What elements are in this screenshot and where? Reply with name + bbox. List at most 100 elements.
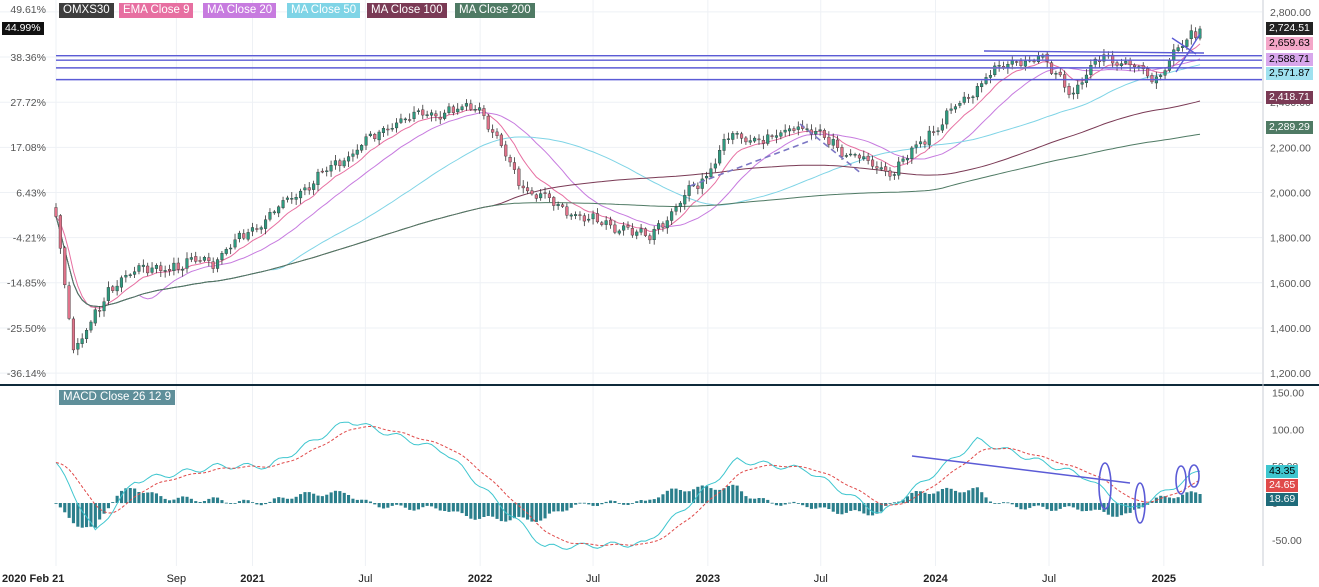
- candle-body: [936, 130, 940, 132]
- candle-body: [897, 161, 901, 176]
- candle-body: [1084, 74, 1088, 84]
- candle-body: [971, 96, 975, 99]
- candle-body: [1167, 59, 1171, 71]
- legend-tag[interactable]: OMXS30: [59, 3, 114, 18]
- candle-body: [923, 141, 927, 145]
- candle-body: [412, 111, 416, 119]
- candle-body: [159, 265, 163, 272]
- candle-body: [451, 106, 455, 113]
- candle-body: [1159, 75, 1163, 77]
- right-tick-label: 1,200.00: [1270, 368, 1311, 380]
- macd-histogram-bar: [993, 503, 997, 504]
- candle-body: [1045, 53, 1049, 62]
- candle-body: [1036, 56, 1040, 63]
- candle-body: [722, 138, 726, 151]
- candle-body: [1145, 68, 1150, 77]
- candle-body: [194, 256, 198, 262]
- macd-histogram-bar: [168, 500, 172, 504]
- macd-histogram-bar: [71, 503, 75, 524]
- price-label: 2,418.71: [1266, 91, 1313, 104]
- macd-histogram-bar: [443, 503, 447, 511]
- macd-histogram-bar: [421, 503, 425, 508]
- candle-body: [434, 113, 438, 117]
- candle-body: [639, 228, 643, 233]
- candle-body: [582, 215, 586, 222]
- macd-histogram-bar: [106, 503, 110, 509]
- candle-body: [1058, 71, 1062, 76]
- macd-histogram-bar: [189, 498, 193, 503]
- macd-histogram-bar: [229, 503, 233, 504]
- macd-histogram-bar: [630, 503, 634, 504]
- candle-body: [984, 77, 988, 84]
- candle-body: [617, 230, 621, 234]
- candle-body: [67, 285, 71, 319]
- candle-body: [220, 252, 224, 261]
- candle-body: [368, 133, 372, 136]
- macd-histogram-bar: [390, 503, 394, 506]
- macd-histogram-bar: [246, 500, 250, 504]
- candle-body: [919, 141, 923, 145]
- candle-body: [857, 154, 861, 159]
- macd-histogram-bar: [901, 499, 905, 504]
- macd-histogram-bar: [242, 499, 246, 504]
- candle-body: [84, 330, 89, 340]
- macd-histogram-bar: [1045, 503, 1049, 510]
- candle-body: [569, 214, 573, 217]
- candle-body: [508, 156, 512, 163]
- candle-body: [1124, 61, 1128, 64]
- macd-value-label: 18.69: [1266, 493, 1299, 506]
- candle-body: [351, 153, 355, 157]
- candle-body: [945, 110, 949, 125]
- candle-body: [1054, 72, 1058, 75]
- candle-body: [783, 129, 787, 133]
- candle-body: [1176, 47, 1180, 51]
- macd-histogram-bar: [591, 503, 595, 506]
- candle-body: [940, 124, 944, 131]
- macd-histogram-bar: [307, 492, 311, 503]
- candle-body: [875, 166, 879, 169]
- candle-body: [1063, 74, 1067, 88]
- legend-tag[interactable]: EMA Close 9: [119, 3, 194, 18]
- macd-histogram-bar: [975, 487, 979, 504]
- legend-tag[interactable]: MA Close 50: [287, 3, 361, 18]
- candle-body: [111, 286, 115, 291]
- candle-body: [1093, 58, 1097, 65]
- trendline-drawings: [56, 33, 1262, 187]
- macd-histogram-bar: [294, 496, 298, 503]
- macd-histogram-bar: [382, 503, 386, 509]
- legend-tag[interactable]: MA Close 20: [203, 3, 277, 18]
- candle-body: [482, 108, 486, 116]
- macd-histogram-bar: [766, 499, 770, 503]
- macd-histogram-bar: [670, 488, 674, 503]
- highlight-ellipse: [1175, 465, 1187, 495]
- legend-tag[interactable]: MA Close 100: [367, 3, 447, 18]
- legend-tag[interactable]: MA Close 200: [455, 3, 535, 18]
- left-tick-label: 6.43%: [16, 187, 46, 199]
- candle-body: [1198, 28, 1202, 39]
- left-tick-label: -36.14%: [7, 368, 46, 380]
- x-tick-label: Jul: [1042, 573, 1056, 585]
- candle-body: [1102, 54, 1106, 62]
- macd-histogram-bar: [1115, 503, 1119, 517]
- candle-body: [967, 97, 971, 99]
- candle-body: [700, 178, 704, 189]
- macd-histogram-bar: [403, 503, 407, 508]
- macd-histogram-bar: [464, 503, 468, 516]
- macd-histogram-bar: [399, 503, 403, 506]
- macd-histogram-bar: [150, 492, 154, 503]
- macd-histogram-bar: [678, 490, 682, 503]
- macd-histogram-bar: [735, 485, 739, 504]
- right-tick-label: 2,800.00: [1270, 7, 1311, 19]
- macd-histogram-bar: [692, 489, 696, 503]
- candle-body: [294, 196, 298, 200]
- candle-body: [622, 225, 626, 231]
- candle-body: [381, 128, 386, 133]
- macd-histogram-bar: [910, 492, 914, 503]
- candle-body: [927, 130, 931, 145]
- candle-body: [307, 187, 311, 191]
- macd-histogram-bar: [595, 503, 599, 506]
- macd-histogram-bar: [661, 494, 665, 503]
- macd-histogram-bar: [971, 488, 975, 503]
- macd-histogram-bar: [643, 500, 647, 504]
- macd-histogram-bar: [154, 493, 158, 503]
